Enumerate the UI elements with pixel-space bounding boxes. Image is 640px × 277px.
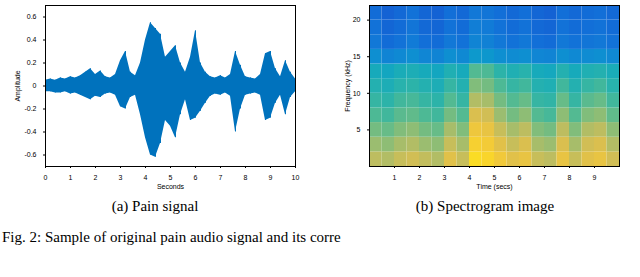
svg-text:4: 4 <box>468 174 472 181</box>
svg-text:0.6: 0.6 <box>27 13 37 20</box>
svg-text:8: 8 <box>244 174 248 181</box>
svg-text:9: 9 <box>593 174 597 181</box>
svg-text:Frequency (kHz): Frequency (kHz) <box>344 60 352 112</box>
svg-text:4: 4 <box>144 174 148 181</box>
svg-text:10: 10 <box>353 90 361 97</box>
svg-text:5: 5 <box>357 126 361 133</box>
svg-text:2: 2 <box>94 174 98 181</box>
svg-text:7: 7 <box>543 174 547 181</box>
svg-text:Time (secs): Time (secs) <box>476 183 512 191</box>
svg-text:Amplitude: Amplitude <box>14 70 22 101</box>
svg-text:-0.6: -0.6 <box>24 151 36 158</box>
svg-text:0: 0 <box>44 174 48 181</box>
svg-text:0.2: 0.2 <box>27 59 37 66</box>
html-text:(a) Pain signal: (a) Pain signal <box>111 198 199 214</box>
svg-text:6: 6 <box>194 174 198 181</box>
svg-text:5: 5 <box>169 174 173 181</box>
html-text:Fig. 2: Sample of original pai: Fig. 2: Sample of original pain audio si… <box>2 229 341 245</box>
svg-text:8: 8 <box>568 174 572 181</box>
svg-text:10: 10 <box>292 174 300 181</box>
html-text:(b) Spectrogram image: (b) Spectrogram image <box>415 198 555 214</box>
svg-text:0: 0 <box>33 82 37 89</box>
svg-text:7: 7 <box>219 174 223 181</box>
svg-text:1: 1 <box>393 174 397 181</box>
svg-text:Seconds: Seconds <box>157 183 185 190</box>
svg-text:15: 15 <box>353 53 361 60</box>
svg-text:0.4: 0.4 <box>27 36 37 43</box>
svg-text:9: 9 <box>269 174 273 181</box>
svg-text:6: 6 <box>518 174 522 181</box>
svg-text:5: 5 <box>493 174 497 181</box>
svg-text:-0.4: -0.4 <box>24 128 36 135</box>
svg-text:20: 20 <box>353 16 361 23</box>
svg-text:3: 3 <box>443 174 447 181</box>
svg-text:2: 2 <box>418 174 422 181</box>
svg-text:-0.2: -0.2 <box>24 105 36 112</box>
svg-text:3: 3 <box>119 174 123 181</box>
svg-text:1: 1 <box>69 174 73 181</box>
